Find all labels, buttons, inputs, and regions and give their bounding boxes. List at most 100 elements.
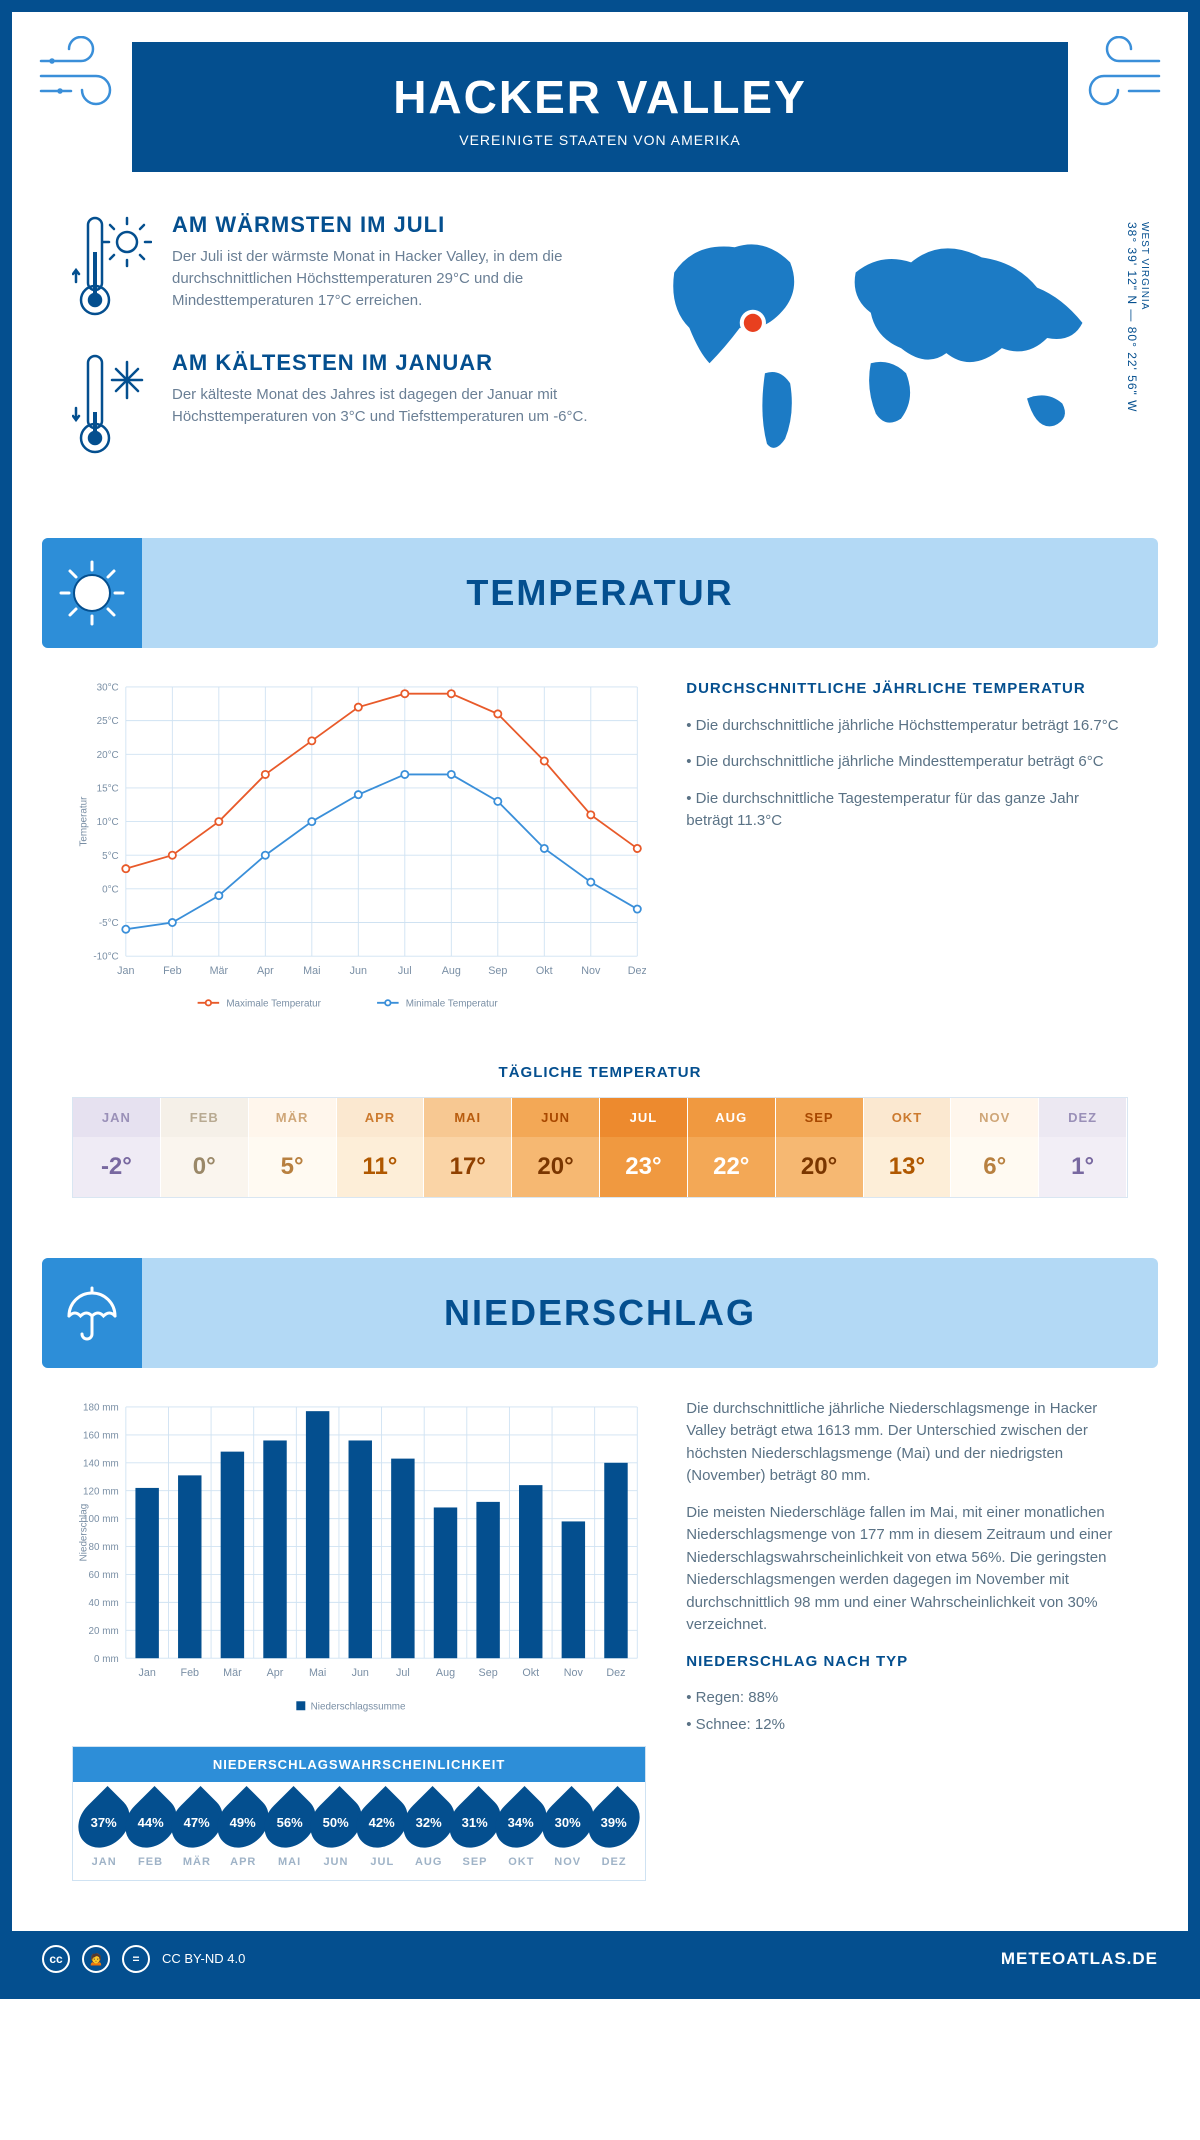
daily-temp-cell: SEP 20°: [776, 1098, 864, 1197]
svg-text:Sep: Sep: [488, 965, 507, 977]
svg-text:Mai: Mai: [309, 1667, 326, 1679]
precip-type-2: • Schnee: 12%: [686, 1714, 1128, 1737]
daily-temp-cell: NOV 6°: [951, 1098, 1039, 1197]
svg-text:Mär: Mär: [223, 1667, 242, 1679]
svg-text:Jan: Jan: [117, 965, 134, 977]
precip-type-heading: NIEDERSCHLAG NACH TYP: [686, 1651, 1128, 1674]
svg-text:Minimale Temperatur: Minimale Temperatur: [406, 998, 499, 1009]
world-map: WEST VIRGINIA 38° 39' 12" N — 80° 22' 56…: [644, 212, 1128, 488]
title-banner: HACKER VALLEY VEREINIGTE STAATEN VON AME…: [132, 42, 1068, 172]
svg-text:Jan: Jan: [138, 1667, 155, 1679]
temp-text-heading: DURCHSCHNITTLICHE JÄHRLICHE TEMPERATUR: [686, 678, 1128, 701]
precip-type-1: • Regen: 88%: [686, 1687, 1128, 1710]
precip-prob-heading: NIEDERSCHLAGSWAHRSCHEINLICHKEIT: [73, 1747, 645, 1782]
svg-text:Apr: Apr: [257, 965, 274, 977]
coldest-title: AM KÄLTESTEN IM JANUAR: [172, 350, 604, 376]
daily-temp-cell: MAI 17°: [424, 1098, 512, 1197]
svg-text:Dez: Dez: [606, 1667, 625, 1679]
precip-prob-cell: 32% AUG: [405, 1794, 451, 1868]
svg-text:Niederschlagssumme: Niederschlagssumme: [311, 1701, 406, 1712]
precip-probability-block: NIEDERSCHLAGSWAHRSCHEINLICHKEIT 37% JAN …: [72, 1746, 646, 1881]
coldest-text: Der kälteste Monat des Jahres ist dagege…: [172, 384, 604, 428]
daily-temp-cell: JAN -2°: [73, 1098, 161, 1197]
coldest-fact: AM KÄLTESTEN IM JANUAR Der kälteste Mona…: [72, 350, 604, 460]
umbrella-icon: [42, 1258, 142, 1368]
svg-text:40 mm: 40 mm: [89, 1598, 119, 1609]
daily-temp-cell: JUN 20°: [512, 1098, 600, 1197]
coordinates: WEST VIRGINIA 38° 39' 12" N — 80° 22' 56…: [1125, 222, 1150, 412]
precip-prob-cell: 31% SEP: [452, 1794, 498, 1868]
temp-bullet-3: • Die durchschnittliche Tagestemperatur …: [686, 788, 1128, 833]
svg-text:0 mm: 0 mm: [94, 1654, 119, 1665]
svg-text:Jun: Jun: [352, 1667, 369, 1679]
daily-temp-cell: APR 11°: [337, 1098, 425, 1197]
sun-icon: [42, 538, 142, 648]
precip-prob-cell: 56% MAI: [266, 1794, 312, 1868]
svg-text:160 mm: 160 mm: [83, 1430, 119, 1441]
svg-text:Okt: Okt: [536, 965, 553, 977]
wind-icon: [1064, 36, 1164, 116]
by-icon: 🙍: [82, 1945, 110, 1973]
country-subtitle: VEREINIGTE STAATEN VON AMERIKA: [132, 132, 1068, 148]
precip-prob-cell: 50% JUN: [313, 1794, 359, 1868]
svg-text:Sep: Sep: [479, 1667, 498, 1679]
state-label: WEST VIRGINIA: [1139, 222, 1150, 406]
temperature-banner: TEMPERATUR: [42, 538, 1158, 648]
svg-text:80 mm: 80 mm: [89, 1542, 119, 1553]
svg-text:Mai: Mai: [303, 965, 320, 977]
footer-brand: METEOATLAS.DE: [1001, 1949, 1158, 1969]
top-facts-row: AM WÄRMSTEN IM JULI Der Juli ist der wär…: [12, 172, 1188, 518]
precip-prob-drops: 37% JAN 44% FEB 47% MÄR 49% APR 56% MAI …: [73, 1782, 645, 1880]
thermometer-hot-icon: [72, 212, 152, 322]
svg-text:Nov: Nov: [564, 1667, 584, 1679]
warmest-text: Der Juli ist der wärmste Monat in Hacker…: [172, 246, 604, 311]
daily-temp-grid: JAN -2° FEB 0° MÄR 5° APR 11° MAI 17° JU…: [72, 1097, 1128, 1198]
precip-prob-cell: 49% APR: [220, 1794, 266, 1868]
temperature-text: DURCHSCHNITTLICHE JÄHRLICHE TEMPERATUR •…: [686, 678, 1128, 1024]
temperature-heading: TEMPERATUR: [466, 572, 733, 614]
svg-text:0°C: 0°C: [102, 884, 119, 895]
svg-text:Niederschlag: Niederschlag: [78, 1504, 89, 1562]
precip-prob-cell: 39% DEZ: [591, 1794, 637, 1868]
svg-text:20°C: 20°C: [97, 750, 119, 761]
temp-bullet-2: • Die durchschnittliche jährliche Mindes…: [686, 751, 1128, 774]
svg-text:Feb: Feb: [181, 1667, 200, 1679]
footer-license: cc 🙍 = CC BY-ND 4.0: [42, 1945, 245, 1973]
temperature-row: -10°C-5°C0°C5°C10°C15°C20°C25°C30°CJanFe…: [12, 648, 1188, 1054]
precip-heading: NIEDERSCHLAG: [444, 1292, 756, 1334]
svg-text:30°C: 30°C: [97, 683, 119, 694]
precip-chart: 0 mm20 mm40 mm60 mm80 mm100 mm120 mm140 …: [72, 1398, 646, 1721]
svg-text:10°C: 10°C: [97, 817, 119, 828]
svg-text:20 mm: 20 mm: [89, 1626, 119, 1637]
page-container: HACKER VALLEY VEREINIGTE STAATEN VON AME…: [0, 0, 1200, 1999]
temp-bullet-1: • Die durchschnittliche jährliche Höchst…: [686, 715, 1128, 738]
daily-temp-cell: MÄR 5°: [249, 1098, 337, 1197]
svg-text:Jul: Jul: [396, 1667, 410, 1679]
svg-text:Okt: Okt: [522, 1667, 539, 1679]
daily-temp-heading: TÄGLICHE TEMPERATUR: [72, 1064, 1128, 1081]
nd-icon: =: [122, 1945, 150, 1973]
svg-text:15°C: 15°C: [97, 784, 119, 795]
warmest-title: AM WÄRMSTEN IM JULI: [172, 212, 604, 238]
daily-temp-cell: OKT 13°: [864, 1098, 952, 1197]
svg-text:Nov: Nov: [581, 965, 601, 977]
daily-temperature-block: TÄGLICHE TEMPERATUR JAN -2° FEB 0° MÄR 5…: [12, 1054, 1188, 1238]
svg-text:Aug: Aug: [442, 965, 461, 977]
svg-text:120 mm: 120 mm: [83, 1486, 119, 1497]
svg-text:25°C: 25°C: [97, 716, 119, 727]
warmest-fact: AM WÄRMSTEN IM JULI Der Juli ist der wär…: [72, 212, 604, 322]
license-text: CC BY-ND 4.0: [162, 1951, 245, 1966]
latlon-label: 38° 39' 12" N — 80° 22' 56" W: [1125, 222, 1139, 412]
svg-text:Dez: Dez: [628, 965, 647, 977]
cc-icon: cc: [42, 1945, 70, 1973]
precip-prob-cell: 37% JAN: [81, 1794, 127, 1868]
svg-text:Maximale Temperatur: Maximale Temperatur: [226, 998, 321, 1009]
precip-row: 0 mm20 mm40 mm60 mm80 mm100 mm120 mm140 …: [12, 1368, 1188, 1911]
precip-prob-cell: 42% JUL: [359, 1794, 405, 1868]
svg-text:Aug: Aug: [436, 1667, 455, 1679]
daily-temp-cell: JUL 23°: [600, 1098, 688, 1197]
precip-prob-cell: 34% OKT: [498, 1794, 544, 1868]
svg-text:Jul: Jul: [398, 965, 412, 977]
wind-icon: [36, 36, 136, 116]
footer: cc 🙍 = CC BY-ND 4.0 METEOATLAS.DE: [12, 1931, 1188, 1987]
